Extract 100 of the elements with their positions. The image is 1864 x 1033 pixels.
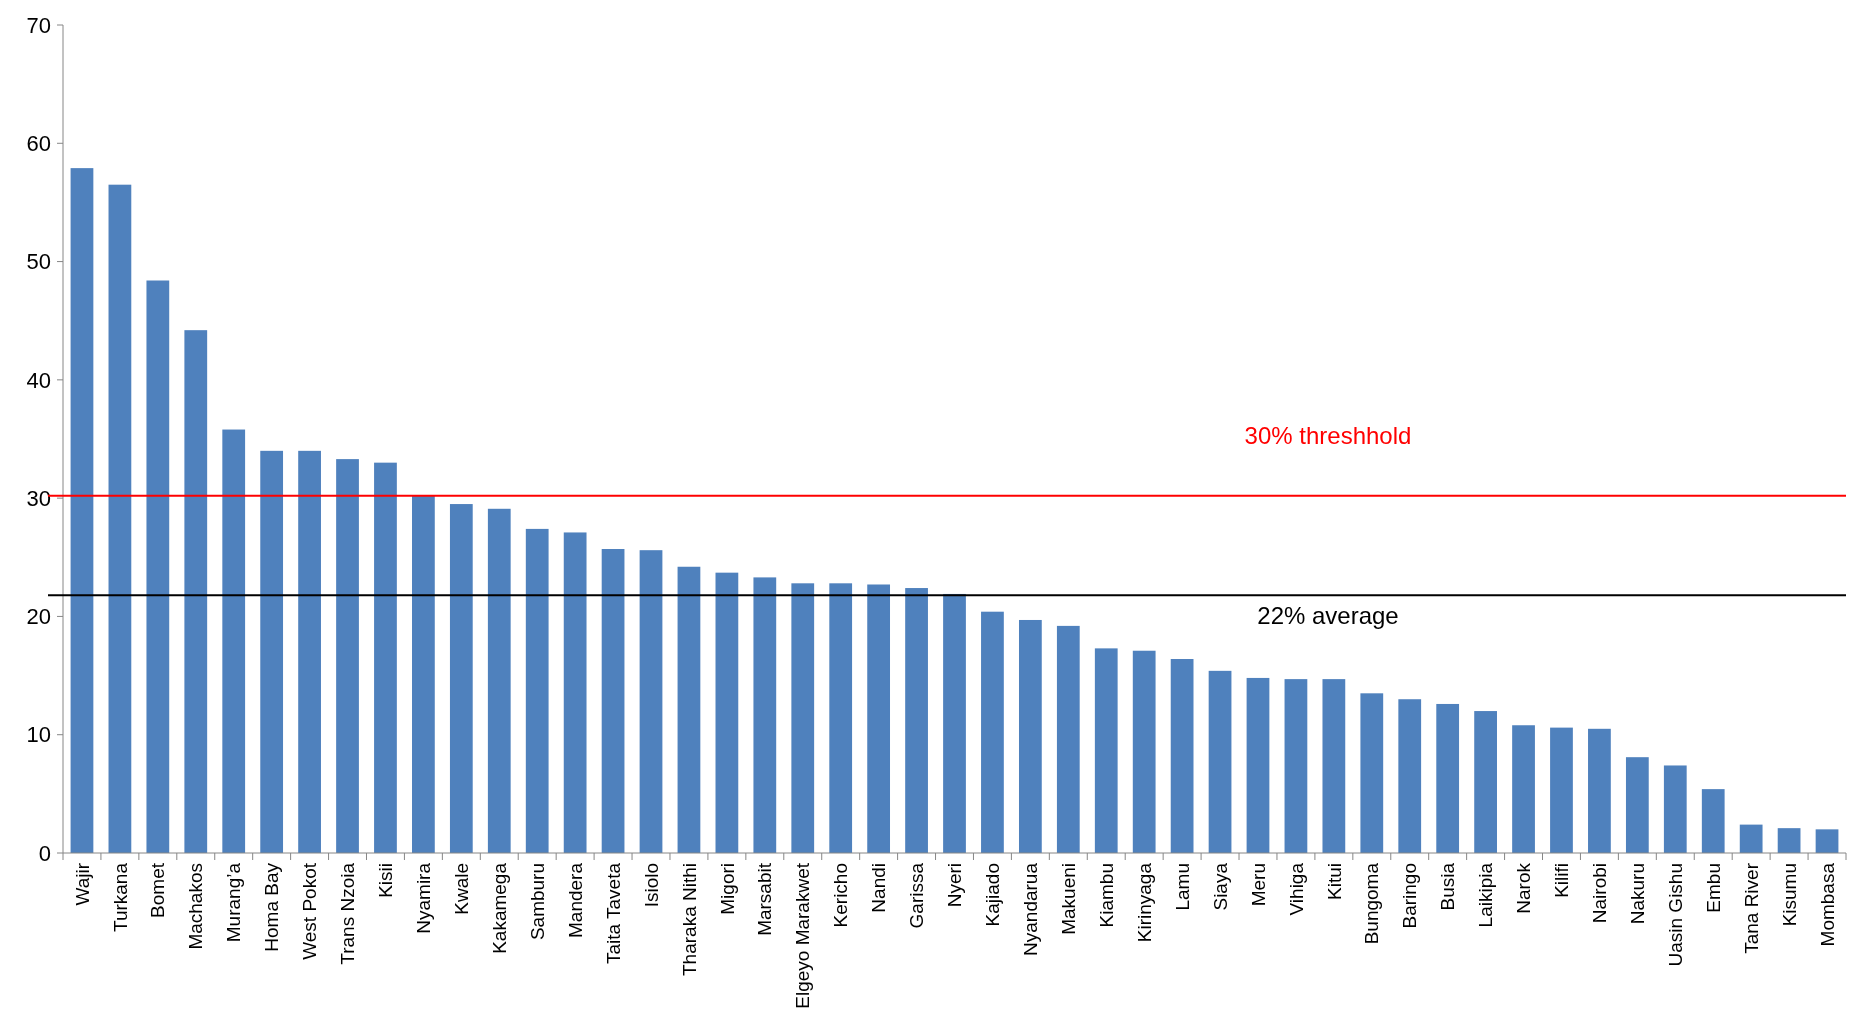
- bar: [184, 330, 208, 853]
- x-tick-label: Makueni: [1057, 863, 1079, 935]
- bar: [715, 572, 739, 853]
- x-tick-label: Mandera: [564, 862, 586, 938]
- x-tick-label: Baringo: [1399, 863, 1421, 929]
- y-tick-label: 20: [26, 604, 51, 630]
- x-tick-label: Bungoma: [1361, 862, 1383, 945]
- bar: [981, 611, 1004, 853]
- bar: [1170, 659, 1194, 853]
- y-tick-label: 60: [26, 130, 51, 156]
- x-tick-label: Bomet: [147, 862, 169, 918]
- bar: [1284, 679, 1308, 853]
- bar: [1777, 828, 1801, 853]
- bar: [1701, 789, 1725, 853]
- bar: [601, 549, 625, 853]
- x-tick-label: Machakos: [185, 863, 207, 950]
- ref-line-label: 30% threshhold: [1244, 422, 1412, 450]
- x-tick-label: Kisumu: [1778, 863, 1800, 927]
- x-tick-label: Embu: [1702, 863, 1724, 913]
- bar: [677, 566, 701, 853]
- bar: [1436, 703, 1460, 853]
- bar: [449, 504, 473, 853]
- x-tick-label: Mombasa: [1816, 862, 1838, 947]
- bar: [1322, 679, 1346, 853]
- x-tick-label: Garissa: [906, 862, 928, 929]
- bar: [905, 588, 928, 853]
- bar: [1663, 765, 1687, 853]
- bar: [1815, 829, 1839, 853]
- bar: [487, 508, 511, 853]
- bar: [222, 429, 246, 853]
- x-tick-label: Nyamira: [413, 862, 435, 934]
- x-tick-label: West Pokot: [299, 862, 321, 960]
- bar: [1132, 650, 1156, 853]
- x-tick-label: Elgeyo Marakwet: [792, 862, 814, 1009]
- bar: [1739, 824, 1763, 853]
- x-tick-label: Nairobi: [1589, 863, 1611, 924]
- x-tick-label: Isiolo: [640, 863, 662, 908]
- y-tick-label: 70: [26, 12, 51, 38]
- bar: [336, 459, 359, 853]
- bar: [1208, 670, 1232, 853]
- bar: [70, 168, 94, 853]
- x-tick-label: Taita Taveta: [602, 862, 624, 965]
- x-tick-label: Samburu: [526, 863, 548, 941]
- x-tick-label: Kajiado: [982, 863, 1004, 927]
- x-tick-label: Turkana: [109, 862, 131, 932]
- bar: [298, 450, 321, 853]
- y-tick-label: 10: [26, 722, 51, 748]
- x-tick-label: Meru: [1247, 863, 1269, 907]
- x-tick-label: Tharaka Nithi: [678, 863, 700, 976]
- bar: [791, 583, 815, 853]
- x-tick-label: Wajir: [71, 862, 93, 906]
- x-tick-label: Nandi: [868, 863, 890, 913]
- x-tick-label: Trans Nzoia: [337, 862, 359, 965]
- x-tick-label: Vihiga: [1285, 862, 1307, 916]
- bar: [1474, 711, 1497, 853]
- x-tick-label: Murang’a: [223, 862, 245, 943]
- y-tick-label: 40: [26, 367, 51, 393]
- bar: [1398, 699, 1422, 853]
- x-tick-label: Kirinyaga: [1133, 862, 1155, 943]
- bar: [1512, 725, 1535, 853]
- x-tick-label: Homa Bay: [261, 862, 283, 952]
- bar: [1360, 693, 1384, 853]
- x-tick-label: Migori: [716, 863, 738, 915]
- x-tick-label: Kwale: [450, 863, 472, 915]
- bar: [943, 593, 966, 853]
- x-tick-label: Kisii: [375, 863, 397, 898]
- bar: [1588, 728, 1611, 853]
- x-tick-label: Nakuru: [1627, 863, 1648, 925]
- x-tick-label: Kiambu: [1095, 863, 1117, 928]
- x-tick-label: Nyandarua: [1020, 862, 1042, 956]
- bar: [1094, 648, 1118, 853]
- ref-line-label: 22% average: [1257, 601, 1399, 629]
- x-tick-label: Lamu: [1171, 863, 1193, 911]
- bar: [374, 462, 397, 853]
- y-tick-label: 50: [26, 249, 51, 275]
- bar: [829, 583, 853, 853]
- bar: [1018, 619, 1042, 853]
- x-tick-label: Narok: [1513, 862, 1535, 914]
- bar: [412, 495, 435, 853]
- bar: [525, 528, 549, 853]
- y-tick-label: 30: [26, 485, 51, 511]
- bar: [753, 577, 777, 853]
- bar: [563, 532, 587, 853]
- x-tick-label: Laikipia: [1475, 862, 1497, 928]
- x-tick-label: Busia: [1437, 862, 1459, 911]
- y-tick-label: 0: [38, 840, 51, 866]
- bar: [108, 184, 132, 853]
- bar: [867, 584, 891, 853]
- x-tick-label: Siaya: [1209, 862, 1231, 911]
- x-tick-label: Uasin Gishu: [1664, 863, 1686, 967]
- bar: [1550, 727, 1573, 853]
- x-tick-label: Kericho: [830, 863, 852, 928]
- bar: [639, 550, 663, 853]
- x-tick-label: Kilifi: [1551, 863, 1573, 898]
- x-tick-label: Kitui: [1323, 863, 1345, 900]
- x-tick-label: Tana River: [1740, 862, 1762, 954]
- bar: [1625, 757, 1649, 853]
- bar: [146, 280, 170, 853]
- bar: [260, 450, 284, 853]
- x-tick-label: Marsabit: [754, 862, 776, 936]
